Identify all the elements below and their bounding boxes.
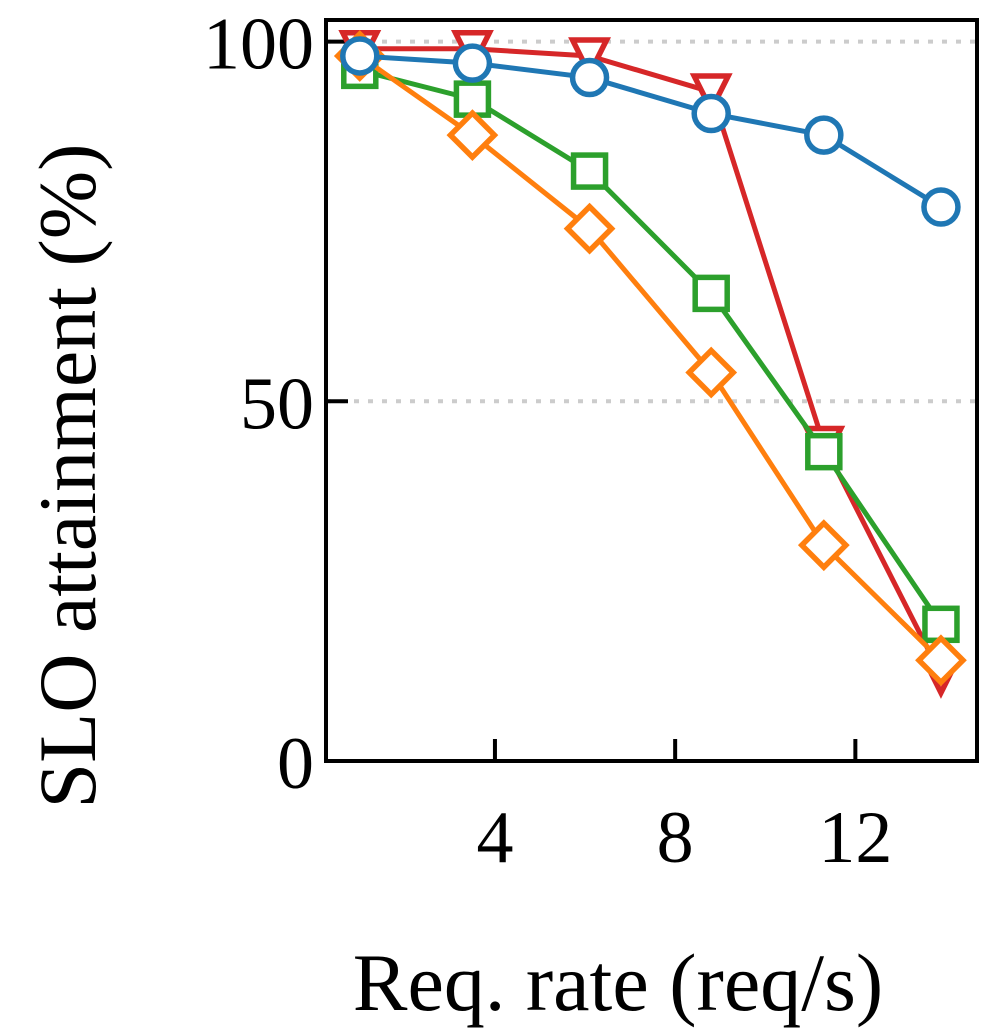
- data-point-diamond: [446, 109, 499, 161]
- y-tick-label: 50: [240, 363, 314, 445]
- x-tick-label: 12: [818, 797, 892, 879]
- axes: [324, 18, 979, 763]
- data-point-circle: [452, 43, 493, 83]
- plot-frame: [324, 18, 979, 763]
- x-tick-label: 8: [657, 797, 694, 879]
- series-line-blue: [359, 53, 943, 210]
- y-tick-label: 100: [203, 4, 314, 86]
- series-line-red: [359, 46, 944, 676]
- data-point-diamond: [915, 634, 967, 687]
- series-red: [338, 30, 963, 699]
- data-point-square: [570, 152, 609, 190]
- data-point-square: [453, 80, 492, 118]
- y-tick-label: 0: [277, 723, 314, 805]
- data-point-circle: [921, 187, 961, 227]
- data-point-square: [805, 432, 843, 471]
- series-orange: [333, 30, 967, 687]
- data-point-diamond: [797, 519, 850, 572]
- data-point-diamond: [685, 346, 738, 399]
- x-tick-label: 4: [476, 797, 513, 879]
- data-series: [333, 30, 967, 699]
- x-axis-title: Req. rate (req/s): [353, 937, 883, 1028]
- data-point-circle: [804, 115, 844, 155]
- series-blue: [340, 36, 961, 227]
- data-point-triangle: [568, 37, 612, 81]
- series-green: [341, 51, 960, 644]
- data-point-diamond: [563, 202, 616, 255]
- series-line-green: [359, 67, 944, 626]
- data-point-circle: [340, 36, 380, 76]
- series-line-orange: [358, 53, 943, 663]
- data-point-triangle: [689, 73, 733, 117]
- data-point-circle: [569, 57, 610, 98]
- y-axis-title: SLO attainment (%): [22, 144, 113, 809]
- data-point-square: [692, 274, 730, 313]
- grid-lines: [326, 39, 977, 404]
- axis-labels: 0 50 100 4 8 12 Req. rate (req/s) SLO attainmen…: [22, 4, 892, 1028]
- data-point-circle: [691, 93, 731, 134]
